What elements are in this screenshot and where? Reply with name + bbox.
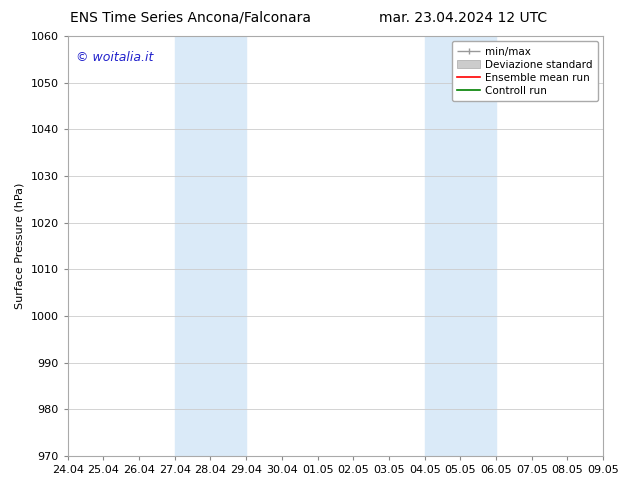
Text: © woitalia.it: © woitalia.it xyxy=(75,51,153,64)
Text: ENS Time Series Ancona/Falconara: ENS Time Series Ancona/Falconara xyxy=(70,11,311,25)
Bar xyxy=(175,36,246,456)
Text: mar. 23.04.2024 12 UTC: mar. 23.04.2024 12 UTC xyxy=(378,11,547,25)
Legend: min/max, Deviazione standard, Ensemble mean run, Controll run: min/max, Deviazione standard, Ensemble m… xyxy=(452,41,598,101)
Y-axis label: Surface Pressure (hPa): Surface Pressure (hPa) xyxy=(15,183,25,309)
Bar xyxy=(425,36,496,456)
